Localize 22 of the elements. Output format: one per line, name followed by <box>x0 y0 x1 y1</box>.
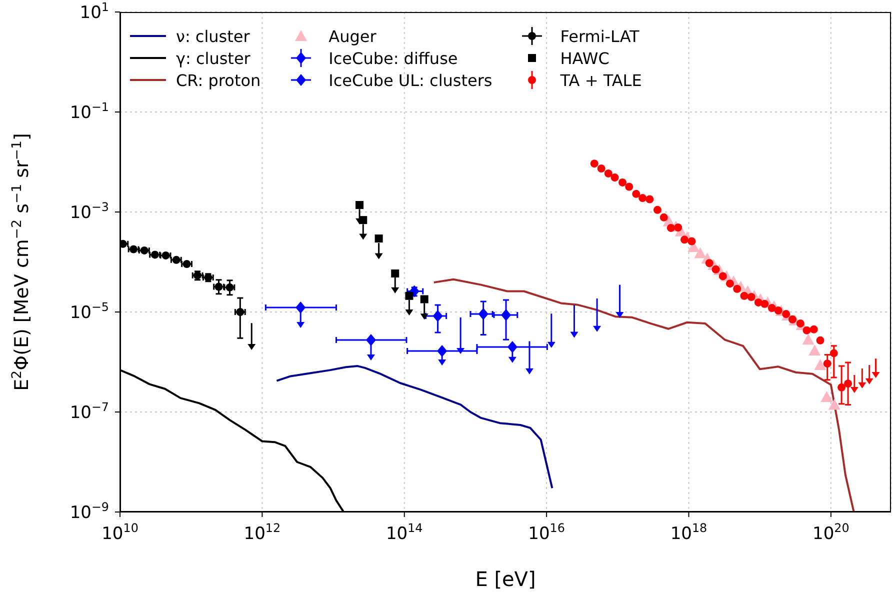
x-tick-label: 10$^{20}$ <box>812 521 850 544</box>
legend-label: γ: cluster <box>176 48 250 68</box>
legend-label: TA + TALE <box>560 70 642 90</box>
y-tick-label: 10$^{−7}$ <box>70 400 109 423</box>
x-tick-label: 10$^{14}$ <box>386 521 423 544</box>
legend-label: IceCube: diffuse <box>328 48 458 68</box>
y-tick-label: 10$^{−1}$ <box>70 100 109 123</box>
y-tick-label: 10$^{−5}$ <box>70 300 109 323</box>
x-tick-label: 10$^{12}$ <box>244 521 281 544</box>
legend-label: ν: cluster <box>176 26 250 46</box>
x-tick-label: 10$^{16}$ <box>528 521 565 544</box>
legend-label: IceCube UL: clusters <box>328 70 492 90</box>
y-tick-label: 10$^{1}$ <box>80 0 109 23</box>
x-tick-label: 10$^{10}$ <box>102 521 138 544</box>
legend-label: CR: proton <box>176 70 261 90</box>
x-tick-label: 10$^{18}$ <box>670 521 708 544</box>
x-axis-title: E [eV] <box>475 567 536 591</box>
legend-label: Auger <box>328 26 376 46</box>
y-tick-label: 10$^{−9}$ <box>70 500 109 523</box>
legend-label: HAWC <box>560 48 610 68</box>
y-tick-label: 10$^{−3}$ <box>70 200 109 223</box>
legend-label: Fermi-LAT <box>560 26 640 46</box>
